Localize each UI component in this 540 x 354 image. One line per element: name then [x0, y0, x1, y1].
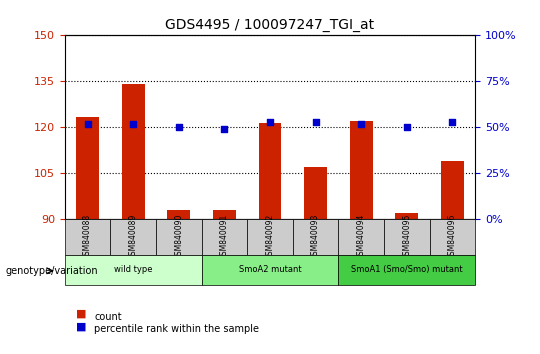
Bar — [259, 123, 281, 219]
Bar — [122, 85, 145, 219]
Title: GDS4495 / 100097247_TGI_at: GDS4495 / 100097247_TGI_at — [165, 18, 375, 32]
Bar — [395, 213, 418, 219]
FancyBboxPatch shape — [156, 219, 201, 255]
Bar — [167, 210, 190, 219]
Point — [357, 121, 366, 127]
FancyBboxPatch shape — [65, 255, 201, 285]
Bar — [76, 117, 99, 219]
FancyBboxPatch shape — [247, 219, 293, 255]
Bar — [213, 210, 236, 219]
FancyBboxPatch shape — [430, 219, 475, 255]
FancyBboxPatch shape — [65, 219, 110, 255]
Text: GSM840088: GSM840088 — [83, 214, 92, 260]
FancyBboxPatch shape — [110, 219, 156, 255]
Text: count: count — [94, 312, 122, 322]
Text: GSM840089: GSM840089 — [129, 214, 138, 260]
Text: ■: ■ — [76, 309, 86, 319]
Text: ■: ■ — [76, 321, 86, 331]
Point — [220, 126, 229, 132]
Point — [83, 121, 92, 127]
Point — [266, 119, 274, 125]
Text: GSM840096: GSM840096 — [448, 214, 457, 261]
Bar — [304, 167, 327, 219]
Text: genotype/variation: genotype/variation — [5, 266, 98, 276]
Point — [311, 119, 320, 125]
Bar — [441, 161, 464, 219]
Text: GSM840090: GSM840090 — [174, 214, 183, 261]
FancyBboxPatch shape — [201, 219, 247, 255]
Text: GSM840095: GSM840095 — [402, 214, 411, 261]
FancyBboxPatch shape — [339, 219, 384, 255]
FancyBboxPatch shape — [201, 255, 339, 285]
Text: SmoA1 (Smo/Smo) mutant: SmoA1 (Smo/Smo) mutant — [351, 266, 463, 274]
Text: GSM840093: GSM840093 — [311, 214, 320, 261]
Point — [448, 119, 457, 125]
Text: wild type: wild type — [114, 266, 152, 274]
Point — [402, 125, 411, 130]
Text: GSM840094: GSM840094 — [357, 214, 366, 261]
Point — [129, 121, 138, 127]
Bar — [350, 121, 373, 219]
FancyBboxPatch shape — [293, 219, 339, 255]
FancyBboxPatch shape — [339, 255, 475, 285]
Text: GSM840092: GSM840092 — [266, 214, 274, 260]
Point — [174, 125, 183, 130]
Text: percentile rank within the sample: percentile rank within the sample — [94, 324, 260, 334]
Text: GSM840091: GSM840091 — [220, 214, 229, 260]
Text: SmoA2 mutant: SmoA2 mutant — [239, 266, 301, 274]
FancyBboxPatch shape — [384, 219, 430, 255]
